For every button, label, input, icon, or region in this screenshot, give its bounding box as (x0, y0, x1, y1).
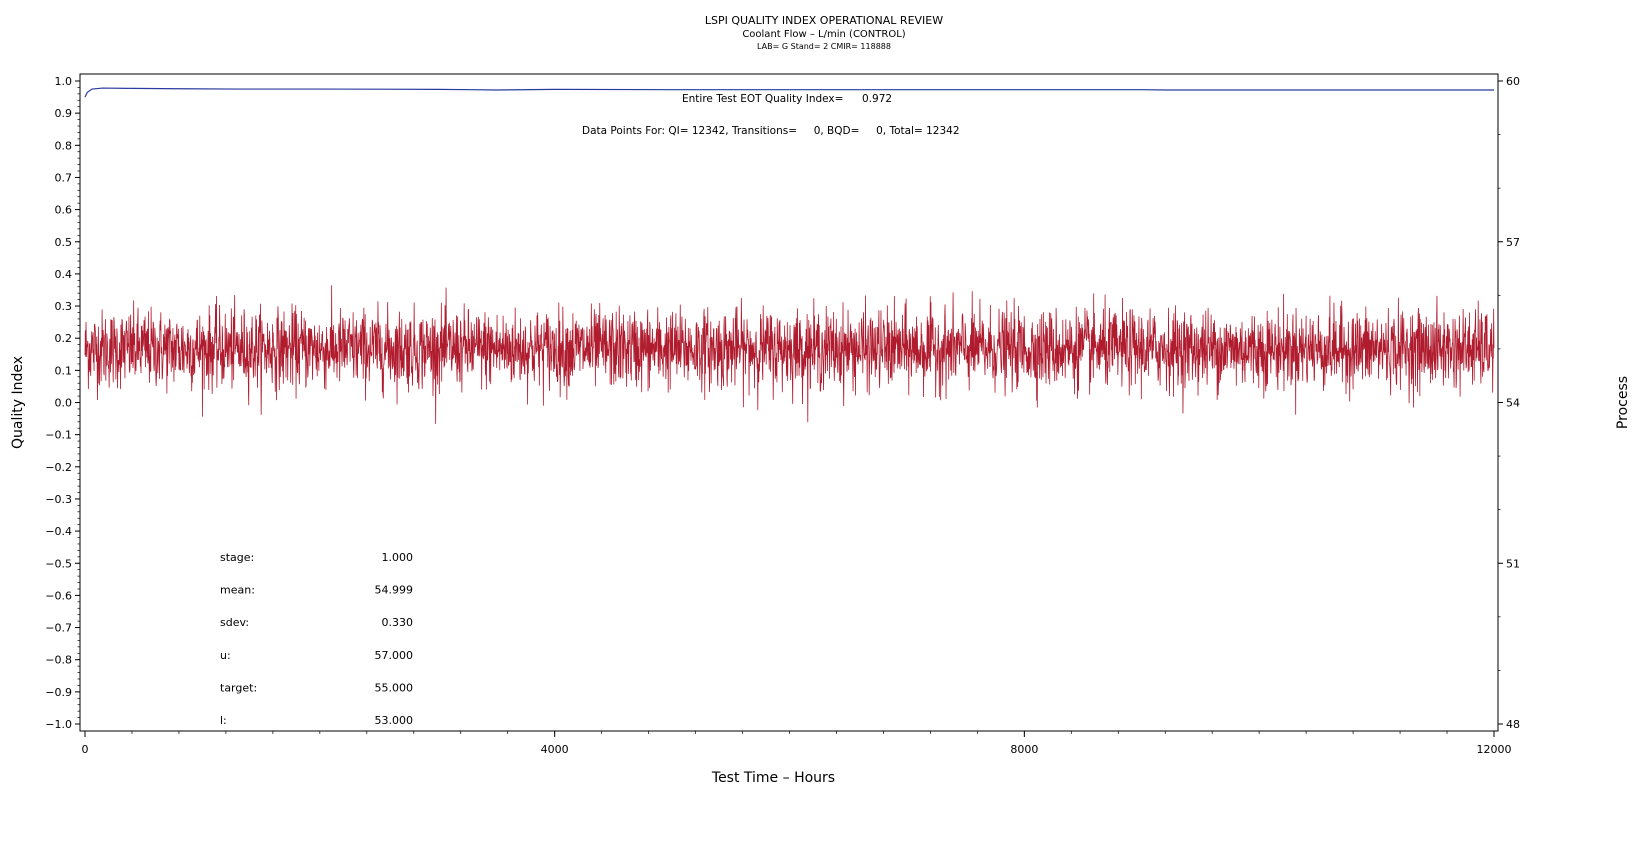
y-axis-title: Quality Index (10, 356, 26, 449)
stat-value: 53.000 (375, 714, 414, 727)
y-tick-label: −1.0 (45, 718, 72, 731)
process-line (84, 285, 1495, 424)
y-tick-label: −0.7 (45, 622, 72, 635)
chart-header: LSPI QUALITY INDEX OPERATIONAL REVIEW Co… (0, 14, 1648, 52)
stat-label: mean: (220, 584, 255, 597)
x-tick-label: 4000 (541, 743, 569, 756)
y2-tick-label: 54 (1506, 397, 1520, 410)
y2-tick-label: 57 (1506, 236, 1520, 249)
stat-value: 0.330 (382, 616, 414, 629)
stat-value: 55.000 (375, 681, 414, 694)
y2-tick-label: 51 (1506, 557, 1520, 570)
x-axis-title: Test Time – Hours (711, 770, 835, 786)
right-axis-ticks: 60 57 54 51 48 Process (1498, 75, 1631, 731)
y-tick-label: −0.5 (45, 557, 72, 570)
y-tick-label: 0.5 (55, 236, 73, 249)
stat-label: target: (220, 681, 257, 694)
stat-label: stage: (220, 551, 254, 564)
y-tick-label: 0.4 (55, 268, 73, 281)
stat-value: 1.000 (382, 551, 414, 564)
eot-quality-value: 0.972 (862, 93, 892, 105)
y-tick-label: −0.9 (45, 686, 72, 699)
y-tick-label: −0.4 (45, 525, 72, 538)
y-tick-label: 0.8 (55, 139, 73, 152)
stat-value: 54.999 (375, 584, 414, 597)
chart-info-line: LAB= G Stand= 2 CMIR= 118888 (757, 42, 891, 51)
stat-value: 57.000 (375, 649, 414, 662)
y-tick-label: −0.3 (45, 493, 72, 506)
y-tick-label: 0.6 (55, 204, 73, 217)
y-tick-label: −0.8 (45, 654, 72, 667)
stat-label: l: (220, 714, 227, 727)
chart-subtitle: Coolant Flow – L/min (CONTROL) (742, 29, 906, 40)
y-tick-label: 0.1 (55, 364, 73, 377)
plot-frame (79, 73, 1499, 732)
y2-tick-label: 60 (1506, 75, 1520, 88)
y-tick-label: 0.2 (55, 332, 73, 345)
stat-label: sdev: (220, 616, 249, 629)
eot-quality-label: Entire Test EOT Quality Index= (682, 93, 843, 105)
annotations: Entire Test EOT Quality Index= 0.972 Data … (582, 93, 960, 137)
stats-table: stage: 1.000 mean: 54.999 sdev: 0.330 u: 57.000… (220, 551, 413, 727)
stat-label: u: (220, 649, 231, 662)
y-tick-label: 0.9 (55, 107, 73, 120)
y2-axis-title: Process (1615, 376, 1631, 429)
process-series (84, 285, 1495, 424)
chart-title: LSPI QUALITY INDEX OPERATIONAL REVIEW (704, 14, 944, 27)
x-tick-label: 8000 (1010, 743, 1038, 756)
left-axis-ticks: 1.0 0.9 0.8 0.7 0.6 0.5 0.4 0.3 0.2 0.1 0.0 −0.1 −0.… (10, 75, 80, 731)
y2-tick-label: 48 (1506, 718, 1520, 731)
quality-index-line (84, 87, 1494, 98)
data-points-summary: Data Points For: QI= 12342, Transitions=… (582, 125, 960, 137)
x-axis-ticks: 0 4000 8000 12000 Test Time – Hours (82, 731, 1512, 786)
y-tick-label: 1.0 (55, 75, 73, 88)
quality-index-series (84, 87, 1494, 98)
y-tick-label: −0.2 (45, 461, 72, 474)
y-tick-label: 0.7 (55, 171, 73, 184)
x-tick-label: 0 (82, 743, 89, 756)
y-tick-label: −0.1 (45, 429, 72, 442)
x-tick-label: 12000 (1477, 743, 1512, 756)
y-tick-label: 0.0 (55, 397, 73, 410)
y-tick-label: 0.3 (55, 300, 73, 313)
y-tick-label: −0.6 (45, 589, 72, 602)
